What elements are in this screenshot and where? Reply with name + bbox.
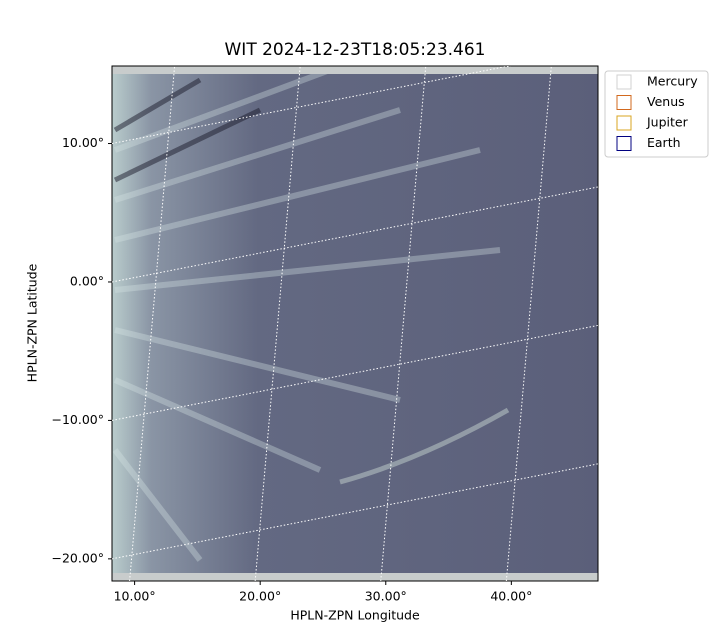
legend-label: Venus xyxy=(647,94,685,109)
legend-frame xyxy=(604,70,709,158)
x-tick-label: 40.00° xyxy=(490,589,532,604)
plot-frame xyxy=(111,65,599,582)
x-tick-label: 30.00° xyxy=(365,589,407,604)
y-tick-label: −10.00° xyxy=(51,412,104,427)
grid-line xyxy=(380,66,427,581)
y-tick-label: −20.00° xyxy=(51,550,104,565)
legend-swatch xyxy=(616,74,632,90)
legend-label: Jupiter xyxy=(646,115,689,130)
grid-line xyxy=(254,66,301,581)
legend-label: Earth xyxy=(647,135,681,150)
legend-swatch xyxy=(616,95,632,110)
legend-label: Mercury xyxy=(647,74,698,89)
legend-swatch xyxy=(616,136,632,151)
grid-line xyxy=(505,66,552,581)
legend: Mercury Venus Jupiter Earth xyxy=(604,70,709,158)
chart-title: WIT 2024-12-23T18:05:23.461 xyxy=(225,40,486,60)
image xyxy=(112,66,598,581)
y-tick-label: 10.00° xyxy=(62,135,104,150)
y-axis-label: HPLN-ZPN Latitude xyxy=(25,263,40,382)
x-tick-label: 10.00° xyxy=(114,589,156,604)
grid-line xyxy=(129,66,176,581)
x-tick-label: 20.00° xyxy=(239,589,281,604)
legend-swatch xyxy=(616,115,632,131)
y-tick-label: 0.00° xyxy=(70,273,104,288)
x-axis-label: HPLN-ZPN Longitude xyxy=(290,608,420,623)
